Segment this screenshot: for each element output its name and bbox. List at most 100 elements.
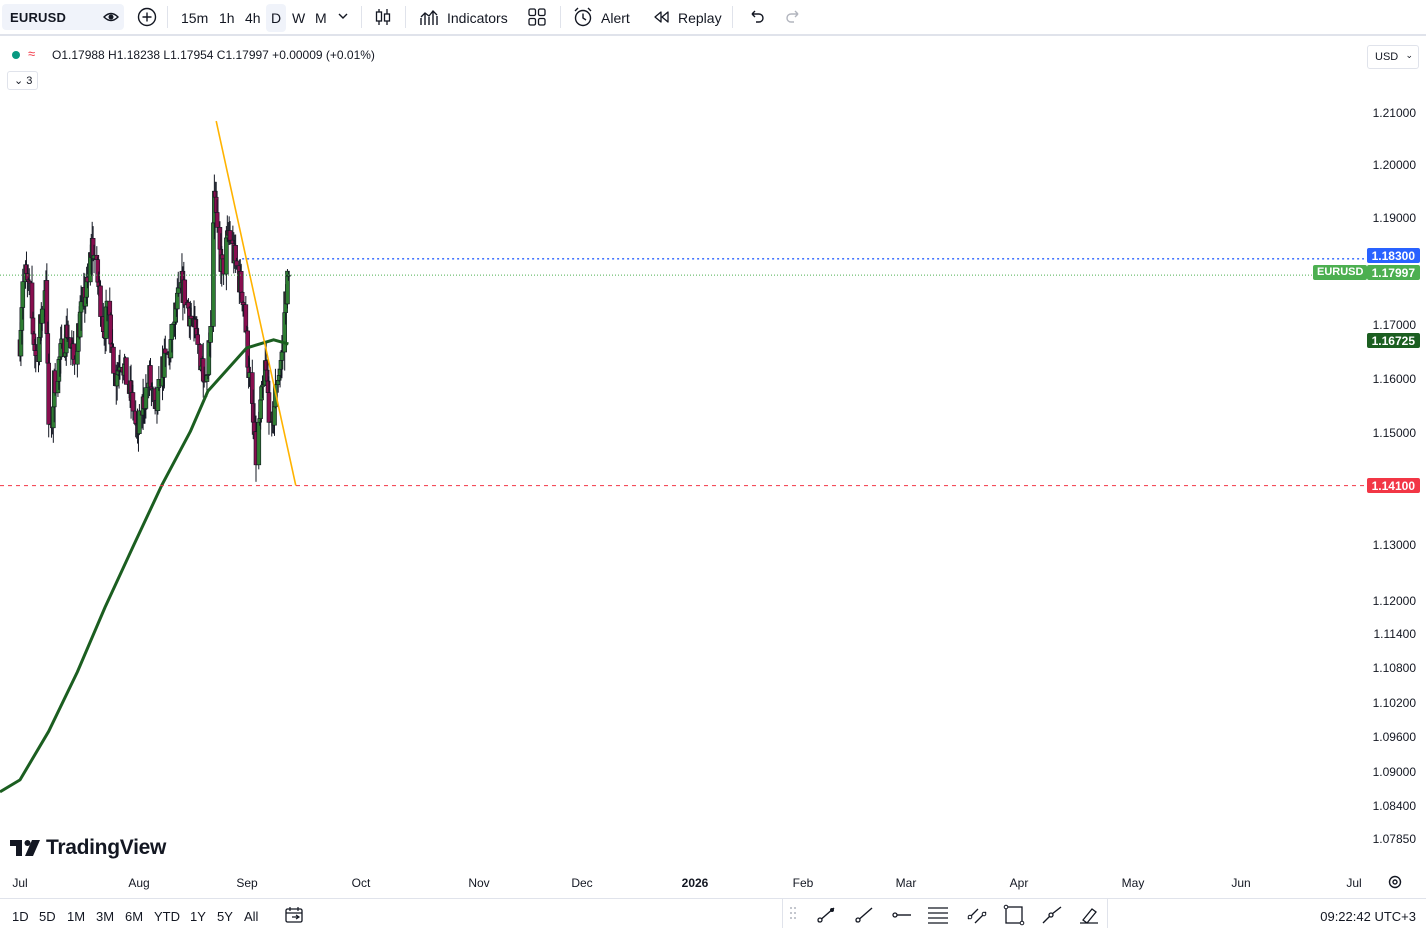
toolbar-divider [361,6,362,28]
symbol-name: EURUSD [10,10,67,25]
redo-icon[interactable] [783,6,805,28]
layouts-icon[interactable] [526,6,548,28]
price-axis-tick: 1.07850 [1372,832,1416,846]
tradingview-watermark[interactable]: TradingView [46,836,167,859]
horizontal-ray-tool-icon[interactable] [889,904,913,926]
trend-line-tool-icon[interactable] [814,904,838,926]
market-status-dot-icon[interactable] [12,51,20,59]
time-axis-label: Oct [351,876,371,890]
time-axis-label: Apr [1009,876,1029,890]
alert-clock-icon[interactable] [572,6,594,28]
interval-4h[interactable]: 4h [245,10,261,26]
drag-handle-icon[interactable] [789,906,797,920]
indicators-button[interactable]: Indicators [447,10,508,26]
replay-rewind-icon[interactable] [650,6,672,28]
undo-icon[interactable] [745,6,767,28]
currency-select[interactable]: USD ⌄ [1367,45,1419,69]
interval-15m[interactable]: 15m [181,10,209,26]
candles-layer [17,174,291,482]
moving-average-price-tag: 1.16725 [1366,333,1420,348]
candle-up [285,270,290,305]
candle-down [188,315,194,319]
candle-down [266,392,272,423]
clock[interactable]: 09:22:42 UTC+3 [1320,909,1416,924]
price-chart[interactable] [0,38,1426,870]
price-axis-tick: 1.10200 [1372,696,1416,710]
candle-up [169,324,175,340]
candle-up [224,237,229,275]
range-ytd-button[interactable]: YTD [154,909,180,924]
candle-up [78,301,84,313]
price-axis-tick: 1.21000 [1372,106,1416,120]
range-3m-button[interactable]: 3M [96,909,115,924]
alert-button[interactable]: Alert [601,10,630,26]
price-axis-tick: 1.17000 [1372,318,1416,332]
candle-down [130,392,136,412]
tradingview-logo-icon[interactable] [10,836,42,860]
interval-m[interactable]: M [315,10,327,26]
candle-down [124,357,129,385]
candle-down [195,334,200,345]
indicators-icon[interactable] [418,6,440,28]
path-tool-icon[interactable] [1040,904,1064,926]
price-axis-tick: 1.15000 [1372,426,1416,440]
gear-icon[interactable] [1387,874,1403,890]
fib-retracement-tool-icon[interactable] [926,904,950,926]
candle-down [182,279,188,306]
candles-chart-type-icon[interactable] [372,6,394,28]
support-price-tag: 1.14100 [1366,478,1420,493]
parallel-channel-tool-icon[interactable] [965,904,989,926]
resistance-price-tag: 1.18300 [1366,248,1420,263]
symbol-search-button[interactable]: EURUSD [2,4,124,30]
time-axis-label: Sep [236,876,258,890]
candle-down [234,260,239,267]
interval-1h[interactable]: 1h [219,10,235,26]
replay-button[interactable]: Replay [678,10,722,26]
price-axis-tick: 1.13000 [1372,538,1416,552]
candle-down [46,362,51,425]
candle-up [20,281,26,308]
range-1m-button[interactable]: 1M [67,909,86,924]
symbol-name-tag: EURUSD [1313,265,1368,280]
range-5y-button[interactable]: 5Y [217,909,233,924]
candle-down [98,285,103,317]
price-axis-tick: 1.09000 [1372,765,1416,779]
toolbar-divider [732,6,733,28]
compare-symbol-icon[interactable] [136,6,158,28]
range-all-button[interactable]: All [244,909,259,924]
candle-down [214,212,220,228]
range-5d-button[interactable]: 5D [39,909,56,924]
interval-dropdown-chevron-icon[interactable] [335,8,351,24]
symbol-status-icon[interactable] [103,9,119,25]
chevron-down-icon: ⌄ [14,75,24,87]
candle-up [260,384,265,388]
range-6m-button[interactable]: 6M [125,909,144,924]
calendar-icon[interactable] [284,906,304,924]
price-axis-tick: 1.08400 [1372,799,1416,813]
time-axis-label: Jun [1231,876,1251,890]
range-1y-button[interactable]: 1Y [190,909,206,924]
toolbar-divider [167,6,168,28]
interval-w[interactable]: W [292,10,306,26]
interval-d[interactable]: D [271,10,282,26]
candle-up [258,399,263,419]
interval-active-bg [266,4,286,32]
candle-up [272,406,277,426]
candle-down [26,280,32,284]
time-axis-label: Jul [12,876,28,890]
legend-collapse-button[interactable]: ⌄ 3 [7,71,38,90]
range-1d-button[interactable]: 1D [12,909,29,924]
trend-line [215,120,297,486]
indicator-count: 3 [26,75,33,87]
data-problem-wave-icon[interactable]: ≈ [28,46,36,61]
price-axis-tick: 1.11400 [1373,627,1417,641]
brush-tool-icon[interactable] [1077,904,1101,926]
candle-down [227,230,233,241]
candle-down [240,302,246,305]
candle-down [220,254,225,260]
price-axis-tick: 1.20000 [1372,158,1416,172]
time-axis-label: 2026 [681,876,709,890]
rectangle-tool-icon[interactable] [1002,904,1026,926]
ray-tool-icon[interactable] [852,904,876,926]
time-axis-label: Dec [571,876,593,890]
